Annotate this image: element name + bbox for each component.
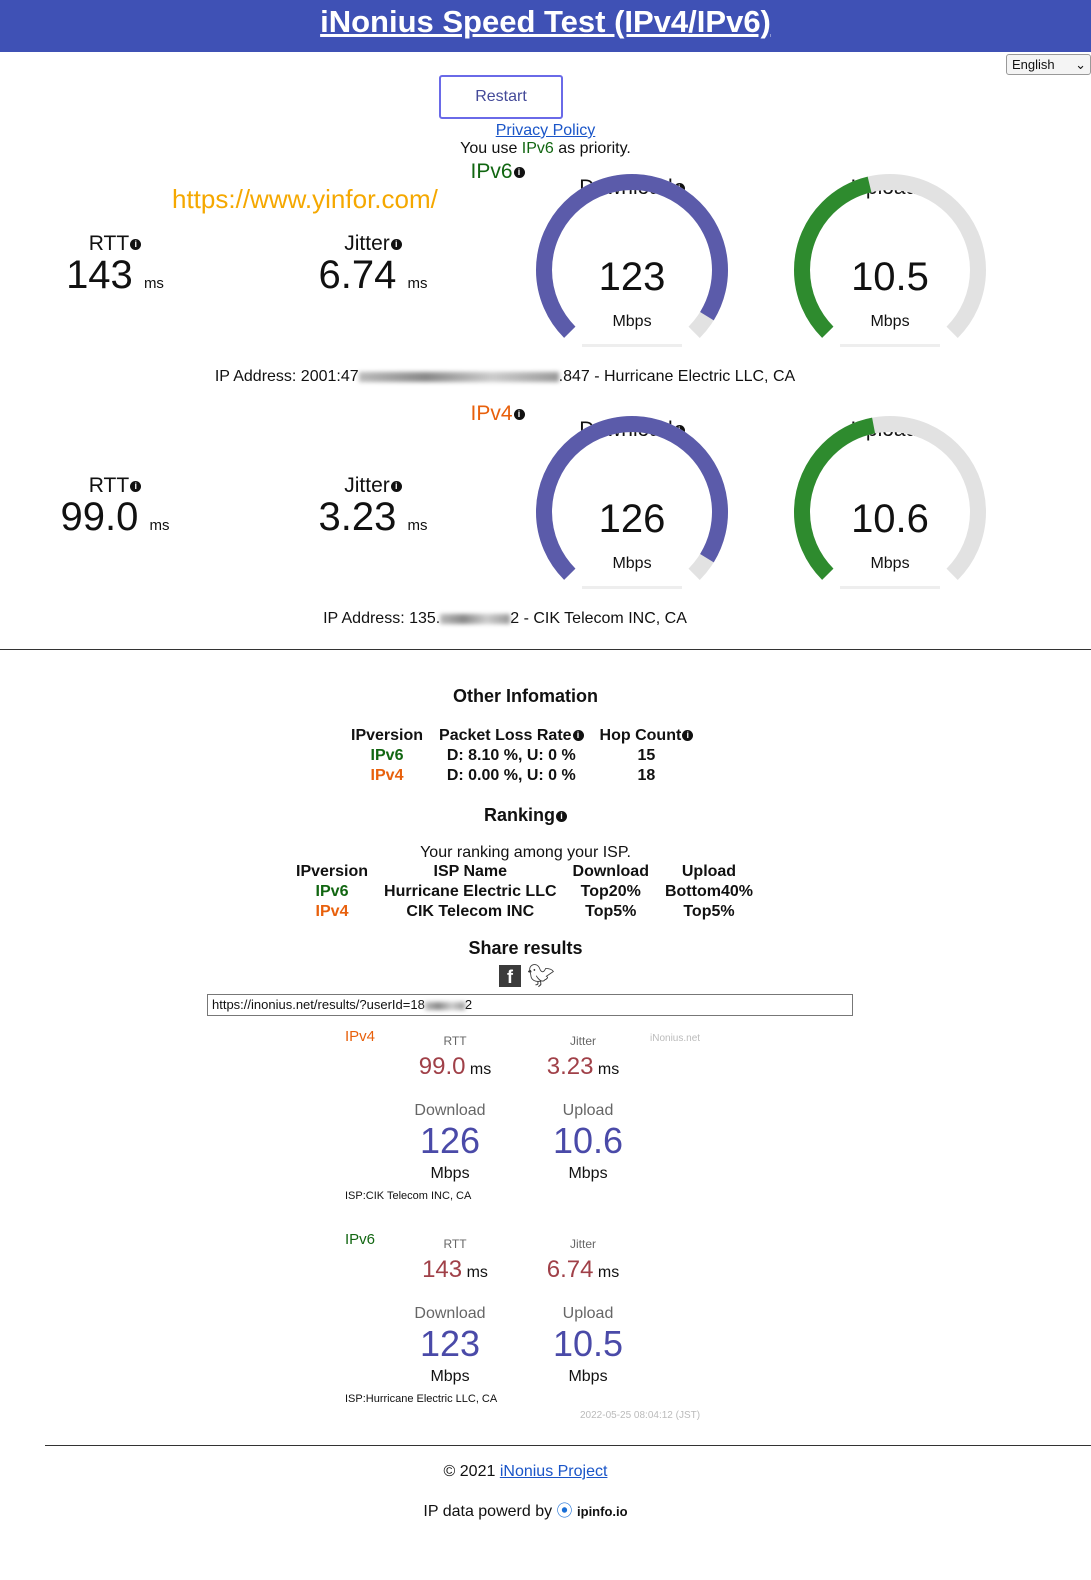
watermark-text: https://www.yinfor.com/ xyxy=(172,184,438,214)
download-unit: Mbps xyxy=(612,313,652,330)
upload-unit: Mbps xyxy=(870,313,910,330)
card-download-value: 123 xyxy=(419,1323,481,1364)
download-value: 126 xyxy=(598,497,666,541)
info-icon[interactable]: i xyxy=(572,730,584,742)
ipv4-title: IPv4 i xyxy=(0,402,1043,426)
jitter-label: Jitter i xyxy=(273,474,473,498)
priority-text: You use IPv6 as priority. xyxy=(460,140,631,157)
gauge-fill xyxy=(793,174,986,366)
card-upload-label: Upload xyxy=(562,1102,614,1119)
card-jitter-label: Jitter xyxy=(569,1034,596,1048)
card-jitter-value: 3.23 ms xyxy=(546,1053,620,1080)
table-row: IPv6 D: 8.10 %, U: 0 % 15 xyxy=(370,747,656,764)
download-gauge xyxy=(536,416,728,608)
card-download-label: Download xyxy=(414,1102,486,1119)
ranking-subtitle: Your ranking among your ISP. xyxy=(420,844,631,861)
divider xyxy=(0,649,1091,650)
ipv6-title: IPv6 i xyxy=(0,160,1043,184)
info-icon[interactable]: i xyxy=(390,480,402,492)
gauge-base xyxy=(840,344,940,347)
card-upload-value: 10.5 xyxy=(552,1323,624,1364)
ip-address: IP Address: 135. 2 - CIK Telecom INC, CA xyxy=(323,610,687,627)
card-download-value: 126 xyxy=(419,1120,481,1161)
ranking-title: Ranking i xyxy=(0,805,1071,826)
card-upload-unit: Mbps xyxy=(568,1368,608,1385)
restart-button[interactable]: Restart xyxy=(439,75,563,119)
gauge-fill xyxy=(793,416,986,608)
card-rtt-value: 99.0 ms xyxy=(418,1053,492,1080)
share-title: Share results xyxy=(468,938,583,958)
rtt-value: 99.0 ms xyxy=(60,495,170,539)
card-rtt-label: RTT xyxy=(443,1034,467,1048)
rtt-label: RTT i xyxy=(15,232,215,256)
card-download-label: Download xyxy=(414,1305,486,1322)
jitter-label: Jitter i xyxy=(273,232,473,256)
info-icon[interactable]: i xyxy=(390,238,402,250)
gauge-base xyxy=(582,344,682,347)
table-row: IPv6 Hurricane Electric LLC Top20% Bottom40… xyxy=(315,883,753,900)
twitter-icon[interactable]: 🐦︎ xyxy=(527,963,555,988)
facebook-icon[interactable]: f xyxy=(499,965,521,987)
card-download-unit: Mbps xyxy=(430,1368,470,1385)
other-info-table: IPversion Packet Loss Rate i Hop Count i IPv… xyxy=(343,726,701,786)
chevron-down-icon: ⌄ xyxy=(1075,57,1086,72)
location-pin-icon: ⦿ xyxy=(556,1503,573,1520)
inonius-project-link[interactable]: iNonius Project xyxy=(499,1463,608,1480)
info-icon[interactable]: i xyxy=(513,166,525,178)
ranking-table: IPversion ISP Name Download Upload IPv6 Hurr… xyxy=(288,862,761,922)
card-isp: ISP:CIK Telecom INC, CA xyxy=(345,1190,472,1202)
download-gauge xyxy=(536,174,728,366)
card-jitter-value: 6.74 ms xyxy=(546,1256,620,1283)
upload-value: 10.5 xyxy=(851,255,929,299)
card-download-unit: Mbps xyxy=(430,1165,470,1182)
page-title-link[interactable]: iNonius Speed Test (IPv4/IPv6) xyxy=(320,4,771,39)
upload-gauge xyxy=(793,174,986,366)
info-icon[interactable]: i xyxy=(513,408,525,420)
info-icon[interactable]: i xyxy=(130,480,142,492)
upload-gauge xyxy=(793,416,986,608)
rtt-value: 143 ms xyxy=(66,253,164,297)
gauge-base xyxy=(582,586,682,589)
table-row: IPv4 CIK Telecom INC Top5% Top5% xyxy=(315,903,735,920)
gauge-fill xyxy=(536,174,728,366)
upload-unit: Mbps xyxy=(870,555,910,572)
gauge-fill xyxy=(536,416,728,608)
card-rtt-label: RTT xyxy=(443,1237,467,1251)
footer-divider xyxy=(45,1445,1091,1446)
upload-value: 10.6 xyxy=(851,497,929,541)
download-unit: Mbps xyxy=(612,555,652,572)
card-brand: iNonius.net xyxy=(650,1033,701,1044)
card-v6-title: IPv6 xyxy=(345,1231,376,1248)
ip-address: IP Address: 2001:47.847 - Hurricane Elec… xyxy=(214,368,796,385)
card-jitter-label: Jitter xyxy=(569,1237,596,1251)
info-icon[interactable]: i xyxy=(556,810,567,822)
language-select[interactable]: English ⌄ xyxy=(1006,54,1091,75)
info-icon[interactable]: i xyxy=(130,238,142,250)
share-url-input[interactable]: https://inonius.net/results/?userId=18 2 xyxy=(207,994,853,1016)
card-v4-title: IPv4 xyxy=(345,1028,376,1045)
privacy-policy-link[interactable]: Privacy Policy xyxy=(495,122,596,139)
powered-by: IP data powerd by ⦿ ipinfo.io xyxy=(423,1503,628,1520)
other-info-title: Other Infomation xyxy=(453,686,598,706)
card-upload-unit: Mbps xyxy=(568,1165,608,1182)
card-rtt-value: 143 ms xyxy=(422,1256,488,1283)
table-row: IPv4 D: 0.00 %, U: 0 % 18 xyxy=(370,767,656,784)
card-isp: ISP:Hurricane Electric LLC, CA xyxy=(345,1393,498,1405)
ipinfo-link[interactable]: ipinfo.io xyxy=(577,1504,628,1519)
rtt-label: RTT i xyxy=(15,474,215,498)
copyright: © 2021 iNonius Project xyxy=(443,1463,608,1480)
card-upload-label: Upload xyxy=(562,1305,614,1322)
jitter-value: 6.74 ms xyxy=(318,253,428,297)
jitter-value: 3.23 ms xyxy=(318,495,428,539)
gauge-base xyxy=(840,586,940,589)
language-value: English xyxy=(1012,57,1055,72)
card-upload-value: 10.6 xyxy=(552,1120,624,1161)
download-value: 123 xyxy=(598,255,666,299)
card-timestamp: 2022-05-25 08:04:12 (JST) xyxy=(580,1410,701,1421)
info-icon[interactable]: i xyxy=(682,730,694,742)
header-bar: iNonius Speed Test (IPv4/IPv6) xyxy=(0,0,1091,52)
